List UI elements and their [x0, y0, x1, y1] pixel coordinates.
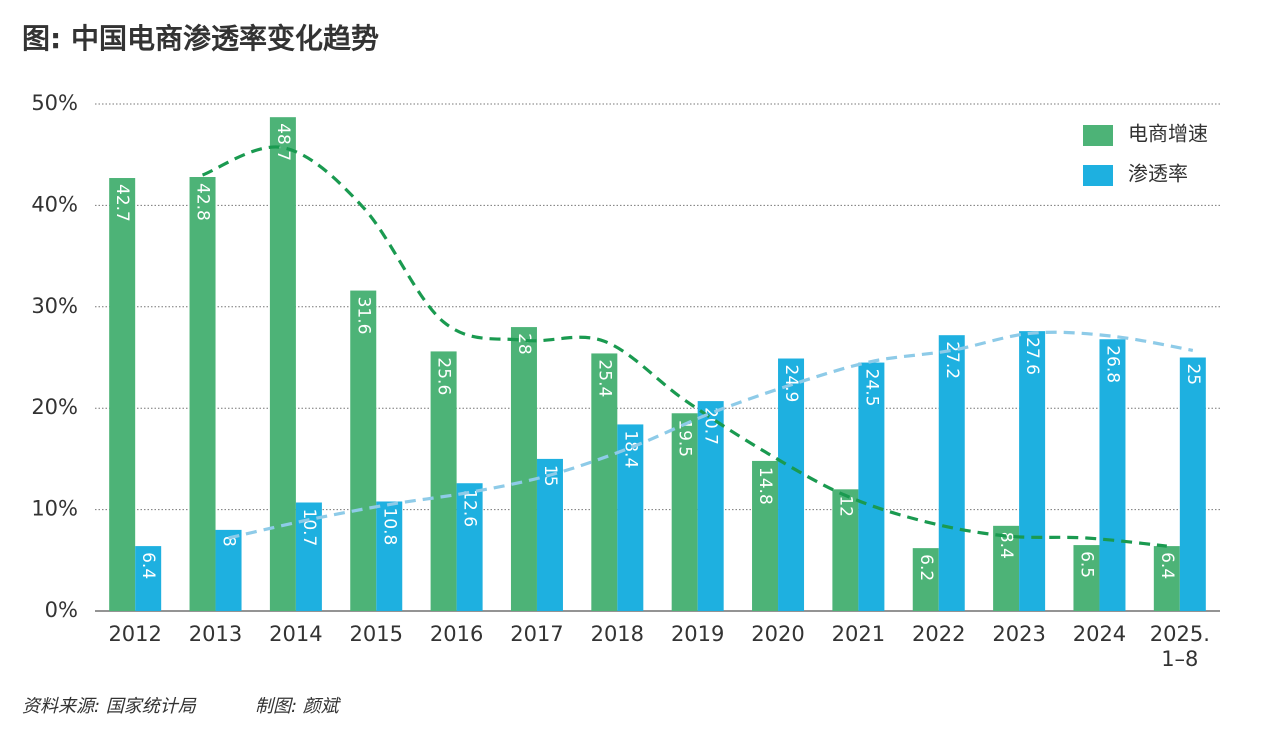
value-label: 10.7	[299, 509, 319, 547]
x-tick-label: 2016	[429, 622, 484, 646]
y-tick-label: 40%	[31, 192, 78, 216]
bar	[1153, 546, 1180, 611]
legend-label: 渗透率	[1128, 162, 1188, 186]
bar	[752, 460, 779, 611]
trend-line	[201, 145, 1167, 548]
x-tick-label: 2022	[912, 622, 966, 646]
bar	[591, 353, 618, 611]
value-label: 18.4	[620, 430, 640, 468]
bar	[1073, 545, 1100, 611]
value-label: 19.5	[675, 419, 695, 457]
bar	[832, 489, 859, 611]
value-label: 27.2	[942, 341, 962, 379]
value-label: 31.6	[353, 297, 373, 335]
bar	[215, 529, 242, 611]
x-tick-label: 2018	[590, 622, 645, 646]
trend-line	[228, 330, 1194, 540]
bar	[430, 351, 457, 611]
value-label: 10.8	[379, 507, 399, 545]
value-label: 8.4	[996, 532, 1016, 559]
y-tick-label: 0%	[45, 598, 78, 622]
bar	[617, 424, 644, 611]
bar	[1099, 339, 1126, 611]
value-label: 12.6	[460, 489, 480, 527]
y-tick-label: 20%	[31, 395, 78, 419]
author: 制图: 颜斌	[255, 696, 342, 717]
value-label: 8	[219, 536, 239, 547]
bar	[376, 501, 403, 611]
value-label: 25.6	[434, 357, 454, 395]
x-tick-label: 2021	[831, 622, 886, 646]
bar	[536, 458, 563, 611]
value-label: 24.5	[861, 369, 881, 407]
bar	[993, 525, 1020, 611]
bar	[778, 358, 805, 611]
bar	[938, 335, 965, 611]
x-tick-label: 2013	[188, 622, 243, 646]
value-label: 42.7	[112, 184, 132, 222]
x-tick-label: 2015	[349, 622, 403, 646]
bar	[912, 548, 939, 611]
bar	[189, 177, 216, 611]
bar	[135, 546, 162, 611]
value-label: 14.8	[755, 467, 775, 505]
value-label: 25	[1183, 364, 1203, 386]
x-tick-label: 2012	[108, 622, 162, 646]
source: 资料来源: 国家统计局	[22, 696, 197, 717]
x-tick-label: 2024	[1072, 622, 1127, 646]
y-tick-label: 10%	[31, 497, 78, 521]
y-tick-label: 30%	[31, 294, 78, 318]
value-label: 12	[835, 495, 855, 517]
chart-title: 图: 中国电商渗透率变化趋势	[22, 22, 379, 55]
value-label: 26.8	[1102, 345, 1122, 383]
value-label: 28	[514, 333, 534, 355]
bar	[350, 290, 377, 611]
value-label: 6.5	[1076, 551, 1096, 578]
bar	[697, 401, 724, 611]
y-tick-label: 50%	[31, 91, 78, 115]
x-tick-label: 2025. 1–8	[1149, 622, 1210, 671]
value-label: 42.8	[193, 183, 213, 221]
x-tick-label: 2023	[992, 622, 1046, 646]
bar	[510, 327, 537, 611]
bar	[456, 483, 483, 611]
bar	[671, 413, 698, 611]
x-tick-label: 2014	[269, 622, 323, 646]
value-label: 6.4	[1157, 552, 1177, 579]
legend-swatch	[1083, 165, 1113, 186]
legend-label: 电商增速	[1128, 122, 1208, 146]
value-label: 6.4	[138, 552, 158, 579]
bar	[1179, 357, 1206, 611]
value-label: 25.4	[594, 359, 614, 397]
bar	[269, 117, 296, 611]
value-label: 48.7	[273, 123, 293, 161]
bar	[109, 178, 136, 611]
x-tick-label: 2019	[670, 622, 725, 646]
x-tick-label: 2020	[751, 622, 805, 646]
legend-swatch	[1083, 125, 1113, 146]
bar	[1019, 331, 1046, 611]
value-label: 27.6	[1022, 337, 1042, 375]
value-label: 6.2	[916, 554, 936, 581]
x-tick-label: 2017	[510, 622, 564, 646]
bar	[858, 362, 885, 611]
